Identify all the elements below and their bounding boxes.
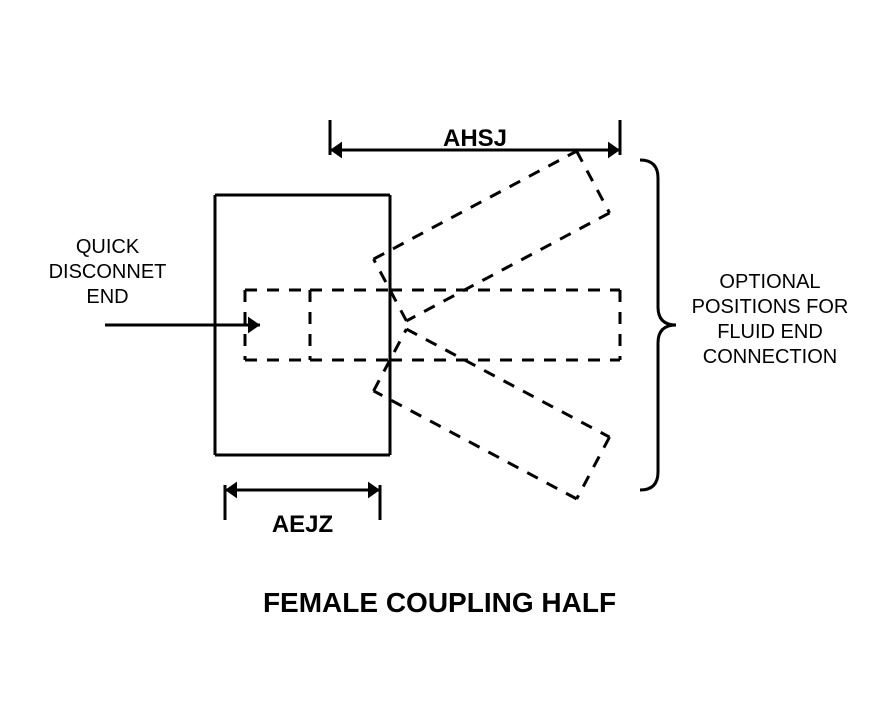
left-note-line1: QUICK — [20, 235, 195, 260]
right-note-line3: FLUID END — [670, 320, 870, 345]
right-note-line2: POSITIONS FOR — [670, 295, 870, 320]
dimension-label-top: AHSJ — [330, 124, 620, 154]
left-note-line2: DISCONNET — [20, 260, 195, 285]
right-note: OPTIONAL POSITIONS FOR FLUID END CONNECT… — [670, 270, 870, 370]
left-note: QUICK DISCONNET END — [20, 235, 195, 310]
left-note-line3: END — [20, 285, 195, 310]
diagram-canvas: AHSJ AEJZ QUICK DISCONNET END OPTIONAL P… — [0, 0, 879, 708]
dimension-label-bottom: AEJZ — [215, 510, 390, 540]
diagram-title: FEMALE COUPLING HALF — [0, 585, 879, 620]
right-note-line4: CONNECTION — [670, 345, 870, 370]
right-note-line1: OPTIONAL — [670, 270, 870, 295]
